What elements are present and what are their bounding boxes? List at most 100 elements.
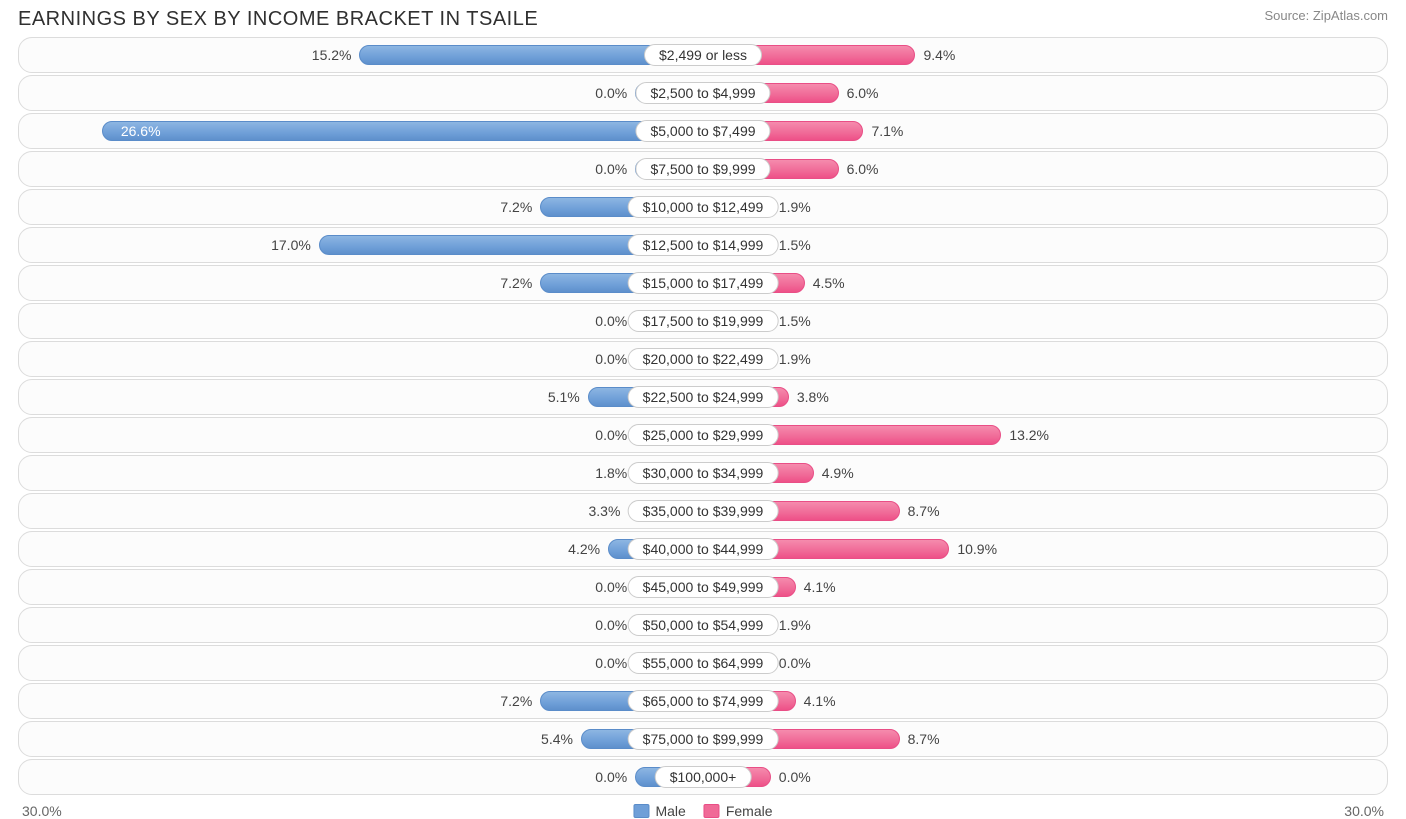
bracket-label: $30,000 to $34,999 (628, 462, 779, 484)
female-half: 10.9% (703, 532, 1381, 566)
bracket-label: $2,500 to $4,999 (635, 82, 770, 104)
female-half: 1.9% (703, 608, 1381, 642)
chart-row: 0.0%13.2%$25,000 to $29,999 (18, 417, 1388, 453)
chart-row: 0.0% 6.0% $2,500 to $4,999 (18, 75, 1388, 111)
bracket-label: $15,000 to $17,499 (628, 272, 779, 294)
male-pct-label: 0.0% (587, 161, 635, 177)
female-half: 13.2% (703, 418, 1381, 452)
female-half: 8.7% (703, 494, 1381, 528)
male-half: 5.4% (25, 722, 703, 756)
male-pct-label: 26.6% (113, 123, 169, 139)
chart-row: 7.2%4.1%$65,000 to $74,999 (18, 683, 1388, 719)
chart-footer: 30.0% Male Female 30.0% (0, 797, 1406, 819)
bracket-label: $40,000 to $44,999 (628, 538, 779, 560)
female-half: 6.0% (703, 76, 1381, 110)
male-half: 5.1% (25, 380, 703, 414)
male-pct-label: 3.3% (581, 503, 629, 519)
chart-row: 0.0%0.0%$100,000+ (18, 759, 1388, 795)
female-pct-label: 4.9% (814, 465, 862, 481)
bracket-label: $25,000 to $29,999 (628, 424, 779, 446)
male-pct-label: 7.2% (492, 693, 540, 709)
bracket-label: $2,499 or less (644, 44, 762, 66)
male-pct-label: 15.2% (304, 47, 360, 63)
bracket-label: $45,000 to $49,999 (628, 576, 779, 598)
swatch-male-icon (633, 804, 649, 818)
bracket-label: $35,000 to $39,999 (628, 500, 779, 522)
male-bar: 26.6% (102, 121, 703, 141)
chart-row: 0.0%1.5%$17,500 to $19,999 (18, 303, 1388, 339)
female-pct-label: 4.1% (796, 579, 844, 595)
female-pct-label: 0.0% (771, 769, 819, 785)
legend-female-label: Female (726, 803, 773, 819)
chart-row: 5.4% 8.7% $75,000 to $99,999 (18, 721, 1388, 757)
female-half: 3.8% (703, 380, 1381, 414)
female-half: 4.5% (703, 266, 1381, 300)
chart-title: EARNINGS BY SEX BY INCOME BRACKET IN TSA… (18, 8, 538, 31)
chart-row: 1.8%4.9%$30,000 to $34,999 (18, 455, 1388, 491)
bracket-label: $22,500 to $24,999 (628, 386, 779, 408)
male-pct-label: 0.0% (587, 85, 635, 101)
male-pct-label: 4.2% (560, 541, 608, 557)
male-pct-label: 5.4% (533, 731, 581, 747)
bracket-label: $100,000+ (655, 766, 752, 788)
chart-row: 0.0% 4.1% $45,000 to $49,999 (18, 569, 1388, 605)
bracket-label: $55,000 to $64,999 (628, 652, 779, 674)
chart-source: Source: ZipAtlas.com (1264, 8, 1388, 23)
chart-area: 15.2% 9.4%$2,499 or less 0.0% 6.0% $2,500 to… (0, 35, 1406, 795)
female-half: 4.1% (703, 570, 1381, 604)
male-half: 0.0% (25, 646, 703, 680)
female-pct-label: 3.8% (789, 389, 837, 405)
female-pct-label: 4.1% (796, 693, 844, 709)
male-half: 0.0% (25, 608, 703, 642)
female-pct-label: 8.7% (900, 503, 948, 519)
chart-row: 7.2% 4.5% $15,000 to $17,499 (18, 265, 1388, 301)
male-pct-label: 5.1% (540, 389, 588, 405)
female-half: 4.9% (703, 456, 1381, 490)
male-half: 3.3% (25, 494, 703, 528)
male-half: 0.0% (25, 152, 703, 186)
bracket-label: $50,000 to $54,999 (628, 614, 779, 636)
female-half: 0.0% (703, 760, 1381, 794)
chart-row: 0.0%0.0%$55,000 to $64,999 (18, 645, 1388, 681)
male-half: 4.2% (25, 532, 703, 566)
female-half: 9.4% (703, 38, 1381, 72)
male-half: 0.0% (25, 570, 703, 604)
bracket-label: $17,500 to $19,999 (628, 310, 779, 332)
axis-label-right: 30.0% (1344, 803, 1384, 819)
chart-row: 4.2% 10.9% $40,000 to $44,999 (18, 531, 1388, 567)
chart-row: 3.3% 8.7% $35,000 to $39,999 (18, 493, 1388, 529)
bracket-label: $5,000 to $7,499 (635, 120, 770, 142)
female-pct-label: 10.9% (949, 541, 1005, 557)
chart-row: 0.0%1.9%$50,000 to $54,999 (18, 607, 1388, 643)
chart-row: 17.0%1.5%$12,500 to $14,999 (18, 227, 1388, 263)
male-half: 17.0% (25, 228, 703, 262)
male-pct-label: 17.0% (263, 237, 319, 253)
legend: Male Female (633, 803, 772, 819)
female-half: 1.9% (703, 342, 1381, 376)
bracket-label: $7,500 to $9,999 (635, 158, 770, 180)
female-half: 1.5% (703, 304, 1381, 338)
female-half: 7.1% (703, 114, 1381, 148)
female-pct-label: 6.0% (839, 85, 887, 101)
male-half: 15.2% (25, 38, 703, 72)
male-half: 0.0% (25, 760, 703, 794)
male-half: 0.0% (25, 342, 703, 376)
male-pct-label: 7.2% (492, 275, 540, 291)
male-half: 26.6% (25, 114, 703, 148)
chart-row: 26.6% 7.1%$5,000 to $7,499 (18, 113, 1388, 149)
female-half: 1.5% (703, 228, 1381, 262)
female-pct-label: 4.5% (805, 275, 853, 291)
female-half: 6.0% (703, 152, 1381, 186)
male-half: 0.0% (25, 304, 703, 338)
male-pct-label: 7.2% (492, 199, 540, 215)
male-half: 0.0% (25, 76, 703, 110)
female-pct-label: 8.7% (900, 731, 948, 747)
chart-row: 5.1% 3.8% $22,500 to $24,999 (18, 379, 1388, 415)
axis-label-left: 30.0% (22, 803, 62, 819)
legend-male-label: Male (655, 803, 685, 819)
legend-item-female: Female (704, 803, 773, 819)
female-half: 4.1% (703, 684, 1381, 718)
bracket-label: $75,000 to $99,999 (628, 728, 779, 750)
bracket-label: $10,000 to $12,499 (628, 196, 779, 218)
female-half: 8.7% (703, 722, 1381, 756)
